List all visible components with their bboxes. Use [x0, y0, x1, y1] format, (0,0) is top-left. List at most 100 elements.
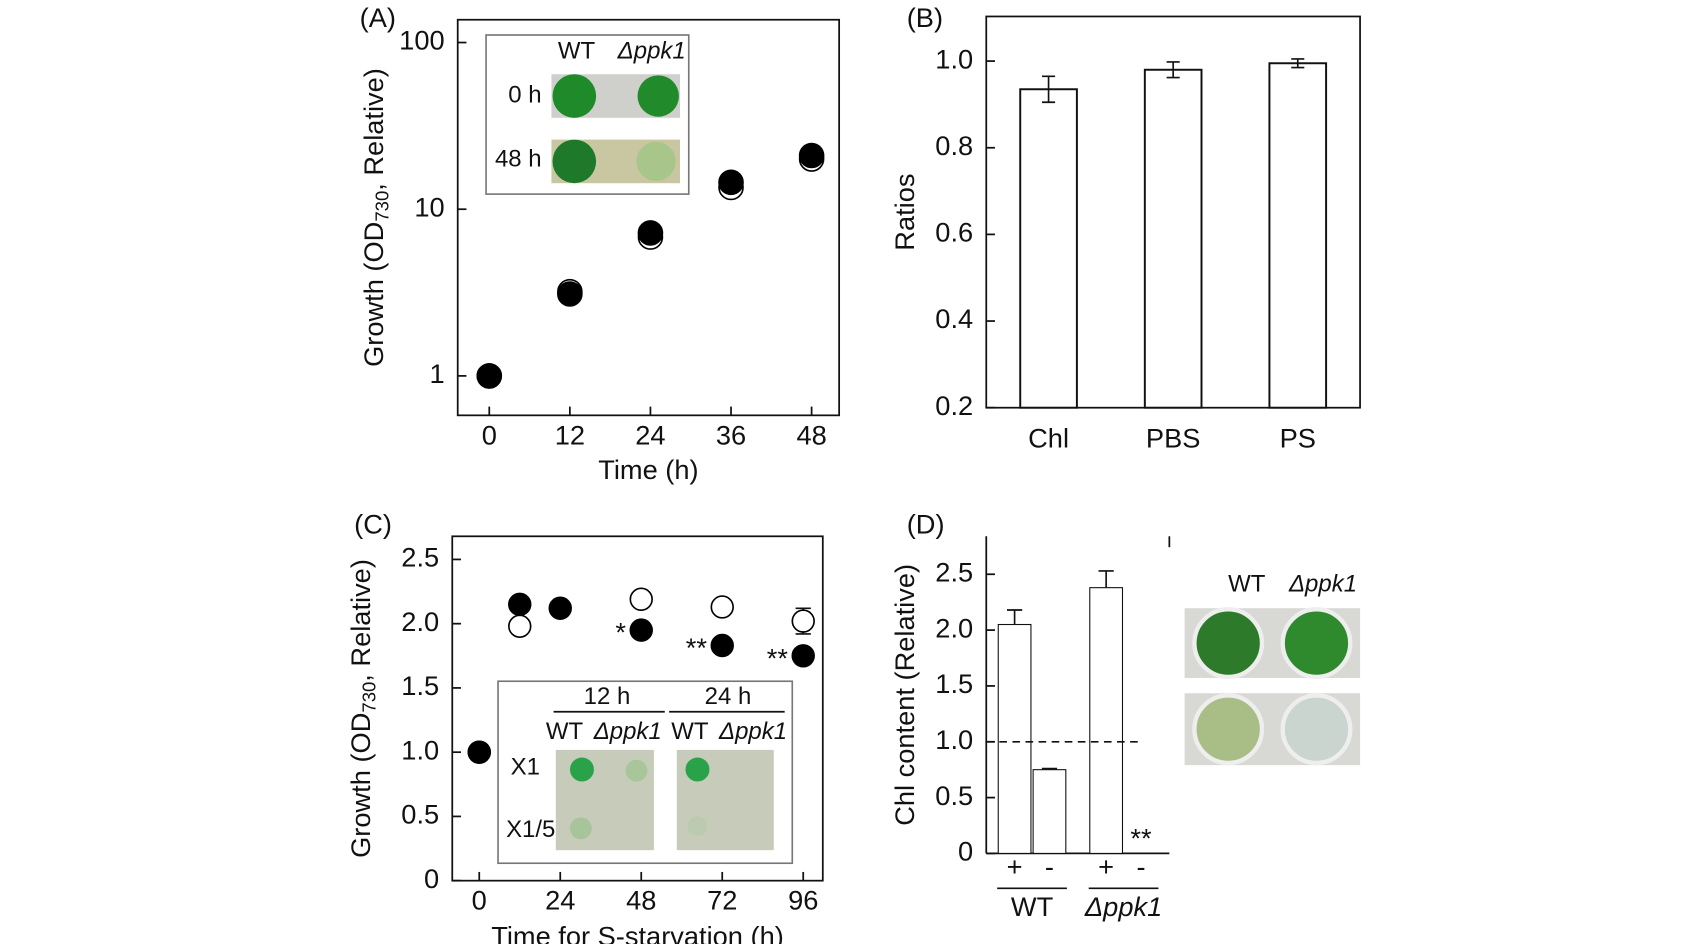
data-point: [508, 592, 532, 617]
plot-frame: [451, 535, 824, 882]
bar: [1032, 769, 1067, 854]
colony: [569, 757, 594, 782]
inset-label: Δppk1: [617, 38, 686, 65]
inset-label: 12 h: [584, 683, 631, 710]
y-tick-label: 100: [399, 25, 444, 56]
well: [1280, 607, 1353, 680]
data-point: [467, 740, 491, 764]
significance-mark: **: [686, 632, 708, 663]
error-bar: [1098, 570, 1114, 588]
inset-label: Δppk1: [1288, 571, 1357, 598]
group-label: Δppk1: [1084, 891, 1162, 922]
y-tick-label: 0.5: [935, 780, 973, 811]
x-tick-label: 72: [707, 885, 737, 916]
inset-label: 0 h: [508, 81, 541, 108]
y-tick-label: 0: [424, 863, 439, 894]
x-tick-label: 24: [635, 419, 665, 450]
inset-label: X1: [511, 754, 540, 781]
bar: [1268, 62, 1328, 409]
inset-label: Δppk1: [718, 718, 787, 745]
inset-label: 48 h: [495, 146, 542, 173]
y-axis-label-part: 730: [371, 191, 392, 222]
data-point: [557, 281, 583, 307]
group-label: WT: [1011, 891, 1054, 922]
panel-label: (C): [354, 509, 392, 540]
x-tick-label: 12: [555, 419, 585, 450]
y-axis-label-part: Growth (OD: [345, 713, 376, 858]
x-tick-label: 48: [626, 885, 656, 916]
colony: [569, 817, 592, 840]
well: [1280, 693, 1353, 766]
panel-label: (D): [907, 509, 945, 540]
bar: [1089, 587, 1124, 854]
inset-label: WT: [1228, 571, 1266, 598]
x-tick-label: +: [1007, 851, 1023, 882]
data-point: [508, 614, 532, 638]
inset-label: Δppk1: [593, 718, 662, 745]
y-tick-label: 1: [429, 358, 444, 389]
x-tick-label: 0: [472, 885, 487, 916]
y-axis-label-part: , Relative): [358, 68, 389, 191]
y-tick-label: 1.0: [401, 734, 439, 765]
y-tick-label: 1.0: [935, 724, 973, 755]
x-axis-label: Time (h): [598, 454, 698, 485]
inset-label: 24 h: [705, 683, 752, 710]
bar: [1019, 88, 1078, 409]
x-tick-label: 48: [796, 419, 826, 450]
panel-label: (A): [360, 2, 396, 33]
y-axis-label-part: , Relative): [345, 559, 376, 682]
plot-frame: [456, 18, 841, 417]
x-tick-label: PBS: [1146, 423, 1201, 454]
y-tick-label: 0.2: [935, 390, 973, 421]
colony: [552, 74, 597, 118]
x-tick-label: -: [1136, 851, 1145, 882]
x-tick-label: 0: [482, 419, 497, 450]
data-point: [798, 142, 825, 169]
colony: [625, 759, 648, 782]
y-axis-label: Growth (OD730, Relative): [345, 559, 379, 858]
data-point: [629, 587, 653, 611]
data-point: [791, 609, 815, 633]
inset-label: WT: [671, 718, 709, 745]
x-tick-label: 24: [545, 885, 575, 916]
bar: [1143, 68, 1203, 409]
y-tick-label: 0.8: [935, 130, 973, 161]
error-bar: [1006, 609, 1023, 625]
x-tick-label: +: [1098, 851, 1114, 882]
well: [1192, 693, 1265, 766]
colony: [685, 757, 710, 782]
significance-mark: **: [1130, 823, 1152, 854]
data-point: [791, 644, 815, 668]
y-axis-label: Ratios: [889, 173, 920, 250]
x-tick-label: 96: [788, 885, 818, 916]
x-tick-label: 36: [716, 419, 746, 450]
data-point: [637, 220, 664, 246]
significance-mark: *: [615, 617, 626, 648]
y-tick-label: 0: [958, 836, 973, 867]
y-tick-label: 2.5: [935, 556, 973, 587]
inset-label: WT: [558, 38, 596, 65]
y-tick-label: 2.5: [401, 542, 439, 573]
inset-label: WT: [546, 718, 584, 745]
y-tick-label: 0.6: [935, 217, 973, 248]
data-point: [710, 595, 734, 619]
well: [1192, 607, 1265, 680]
error-bar: [1042, 75, 1056, 104]
data-point: [548, 596, 572, 620]
x-tick-label: PS: [1280, 423, 1316, 454]
y-tick-label: 1.5: [401, 670, 439, 701]
y-tick-label: 2.0: [401, 606, 439, 637]
inset-label: X1/5: [506, 816, 555, 843]
x-axis-label: Time for S-starvation (h): [491, 921, 784, 944]
colony: [687, 816, 708, 836]
data-point: [629, 618, 653, 642]
bar: [997, 623, 1032, 854]
y-axis-label: Chl content (Relative): [889, 564, 920, 826]
y-tick-label: 10: [414, 191, 444, 222]
error-bar: [1041, 767, 1058, 770]
colony: [637, 75, 679, 117]
y-axis-label-part: Growth (OD: [358, 222, 389, 367]
data-point: [476, 363, 503, 389]
